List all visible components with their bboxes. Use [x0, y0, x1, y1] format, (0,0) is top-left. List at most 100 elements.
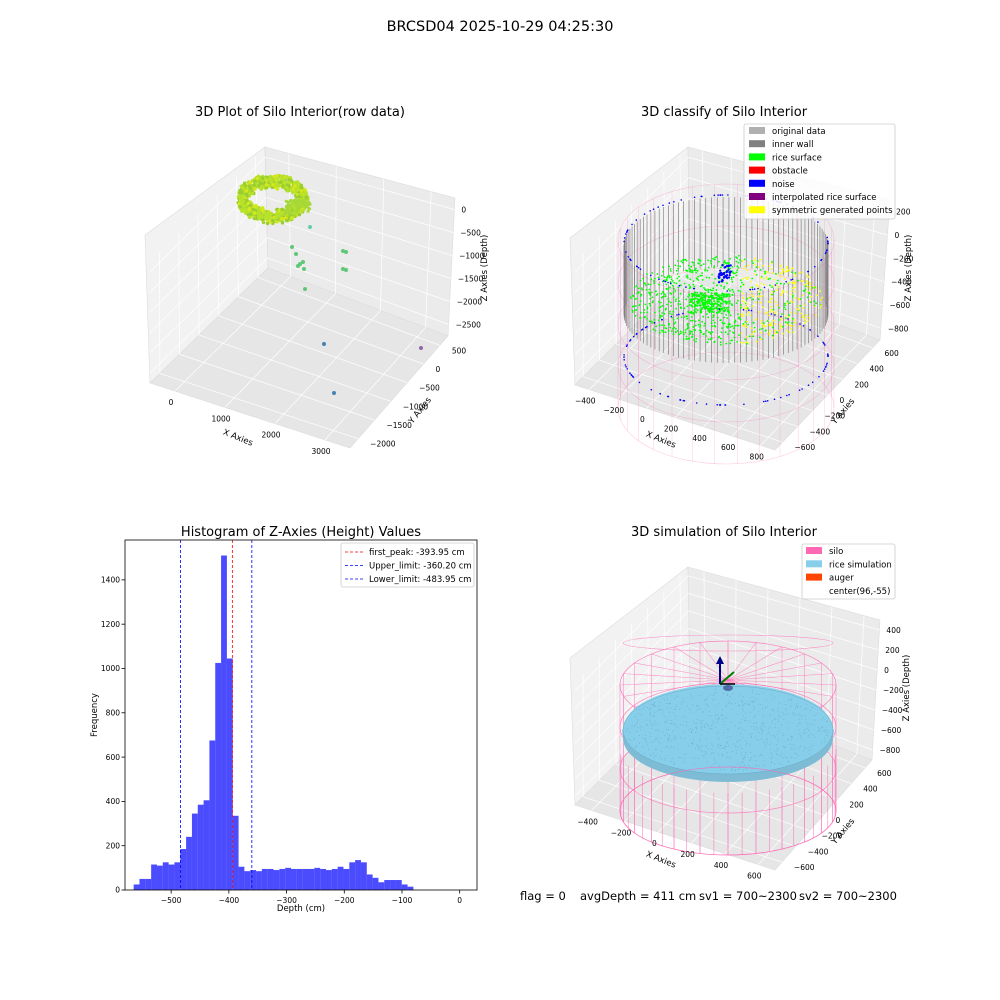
rice-surface-point: [686, 274, 689, 277]
rice-sim-point: [809, 753, 811, 755]
rice-surface-point: [685, 338, 688, 340]
rice-sim-point: [689, 708, 691, 710]
hist-bar: [151, 864, 157, 890]
y-tick-label: 200: [855, 380, 870, 389]
raw-point: [264, 214, 269, 218]
rice-sim-point: [673, 747, 675, 749]
symmetric-point: [785, 291, 788, 293]
rice-sim-point: [722, 755, 723, 757]
rice-sim-point: [707, 731, 709, 733]
rice-sim-point: [703, 756, 705, 758]
rice-sim-point: [667, 733, 668, 735]
rice-surface-point: [707, 259, 709, 262]
noise-point: [823, 368, 826, 370]
symmetric-point: [779, 272, 782, 274]
rice-sim-point: [715, 705, 717, 707]
silo-cone-line: [727, 646, 783, 681]
rice-surface-point: [703, 333, 705, 335]
classify-legend-swatch: [749, 193, 765, 200]
noise-point: [763, 400, 765, 403]
rice-surface-point: [688, 304, 691, 306]
symmetric-point: [749, 286, 752, 289]
symmetric-point: [743, 307, 746, 310]
rice-sim-point: [741, 761, 743, 763]
rice-sim-point: [745, 751, 746, 753]
symmetric-point: [760, 282, 763, 285]
rice-surface-point: [692, 302, 695, 305]
rice-sim-point: [765, 706, 766, 708]
rice-surface-point: [713, 300, 716, 303]
rice-surface-point: [691, 261, 694, 263]
rice-surface-point: [720, 266, 722, 269]
panel-classify-3d: 3D classify of Silo Interior −400−200020…: [569, 105, 914, 465]
symmetric-point: [741, 324, 744, 327]
rice-sim-point: [758, 739, 760, 741]
rice-sim-point: [790, 739, 792, 741]
rice-surface-point: [677, 265, 679, 267]
rice-surface-point: [683, 282, 686, 285]
rice-surface-point: [786, 300, 789, 303]
rice-surface-point: [794, 272, 797, 274]
noise-point: [817, 221, 819, 223]
raw-point: [240, 199, 244, 204]
sim-legend-box: [801, 543, 896, 600]
hist-bar: [273, 870, 280, 890]
rice-sim-point: [666, 703, 668, 704]
raw-point: [279, 180, 283, 185]
rice-sim-point: [778, 707, 779, 709]
rice-sim-point: [670, 745, 672, 747]
rice-surface-point: [719, 302, 722, 305]
hist-bar: [343, 868, 350, 890]
noise-point: [625, 345, 628, 348]
symmetric-point: [801, 294, 804, 297]
rice-sim-point: [675, 724, 677, 726]
x-tick-label: 600: [747, 872, 762, 881]
rice-surface-point: [730, 276, 733, 279]
rice-surface-point: [736, 265, 739, 268]
noise-point: [717, 281, 721, 284]
rice-sim-point: [653, 703, 655, 705]
rice-sim-point: [668, 741, 670, 743]
symmetric-point: [779, 327, 782, 329]
rice-surface-point: [694, 294, 697, 297]
symmetric-point: [809, 283, 812, 286]
rice-sim-point: [782, 746, 784, 748]
hist-bar: [215, 662, 222, 890]
noise-point: [726, 274, 729, 277]
raw-point: [283, 209, 287, 213]
noise-point: [719, 194, 722, 196]
rice-surface-point: [715, 289, 718, 292]
rice-sim-point: [638, 743, 640, 744]
rice-sim-point: [657, 710, 659, 712]
rice-sim-point: [745, 712, 747, 714]
rice-surface-point: [695, 338, 698, 340]
rice-sim-point: [753, 707, 755, 709]
rice-sim-point: [750, 759, 752, 761]
noise-point: [774, 284, 777, 286]
symmetric-point: [770, 324, 773, 327]
rice-sim-point: [781, 712, 783, 713]
rice-sim-point: [691, 742, 693, 744]
rice-surface-point: [668, 300, 670, 303]
rice-sim-point: [806, 747, 807, 749]
noise-point: [626, 344, 629, 346]
raw-point: [308, 225, 312, 229]
noise-point: [729, 264, 732, 267]
noise-point: [627, 229, 629, 231]
symmetric-point: [781, 275, 783, 278]
symmetric-point: [745, 278, 748, 280]
symmetric-point: [776, 289, 779, 291]
z-gridline: [574, 259, 691, 375]
rice-surface-point: [691, 319, 694, 322]
rice-surface-point: [746, 307, 749, 310]
symmetric-point: [819, 290, 822, 292]
rice-sim-point: [659, 737, 661, 739]
symmetric-point: [745, 313, 748, 316]
rice-sim-point: [767, 733, 769, 735]
rice-sim-point: [665, 746, 667, 748]
rice-surface-point: [631, 311, 634, 313]
z-tick-label: 0: [461, 206, 466, 215]
rice-sim-point: [804, 715, 806, 717]
symmetric-point: [799, 325, 801, 328]
rice-surface-point: [697, 258, 700, 261]
